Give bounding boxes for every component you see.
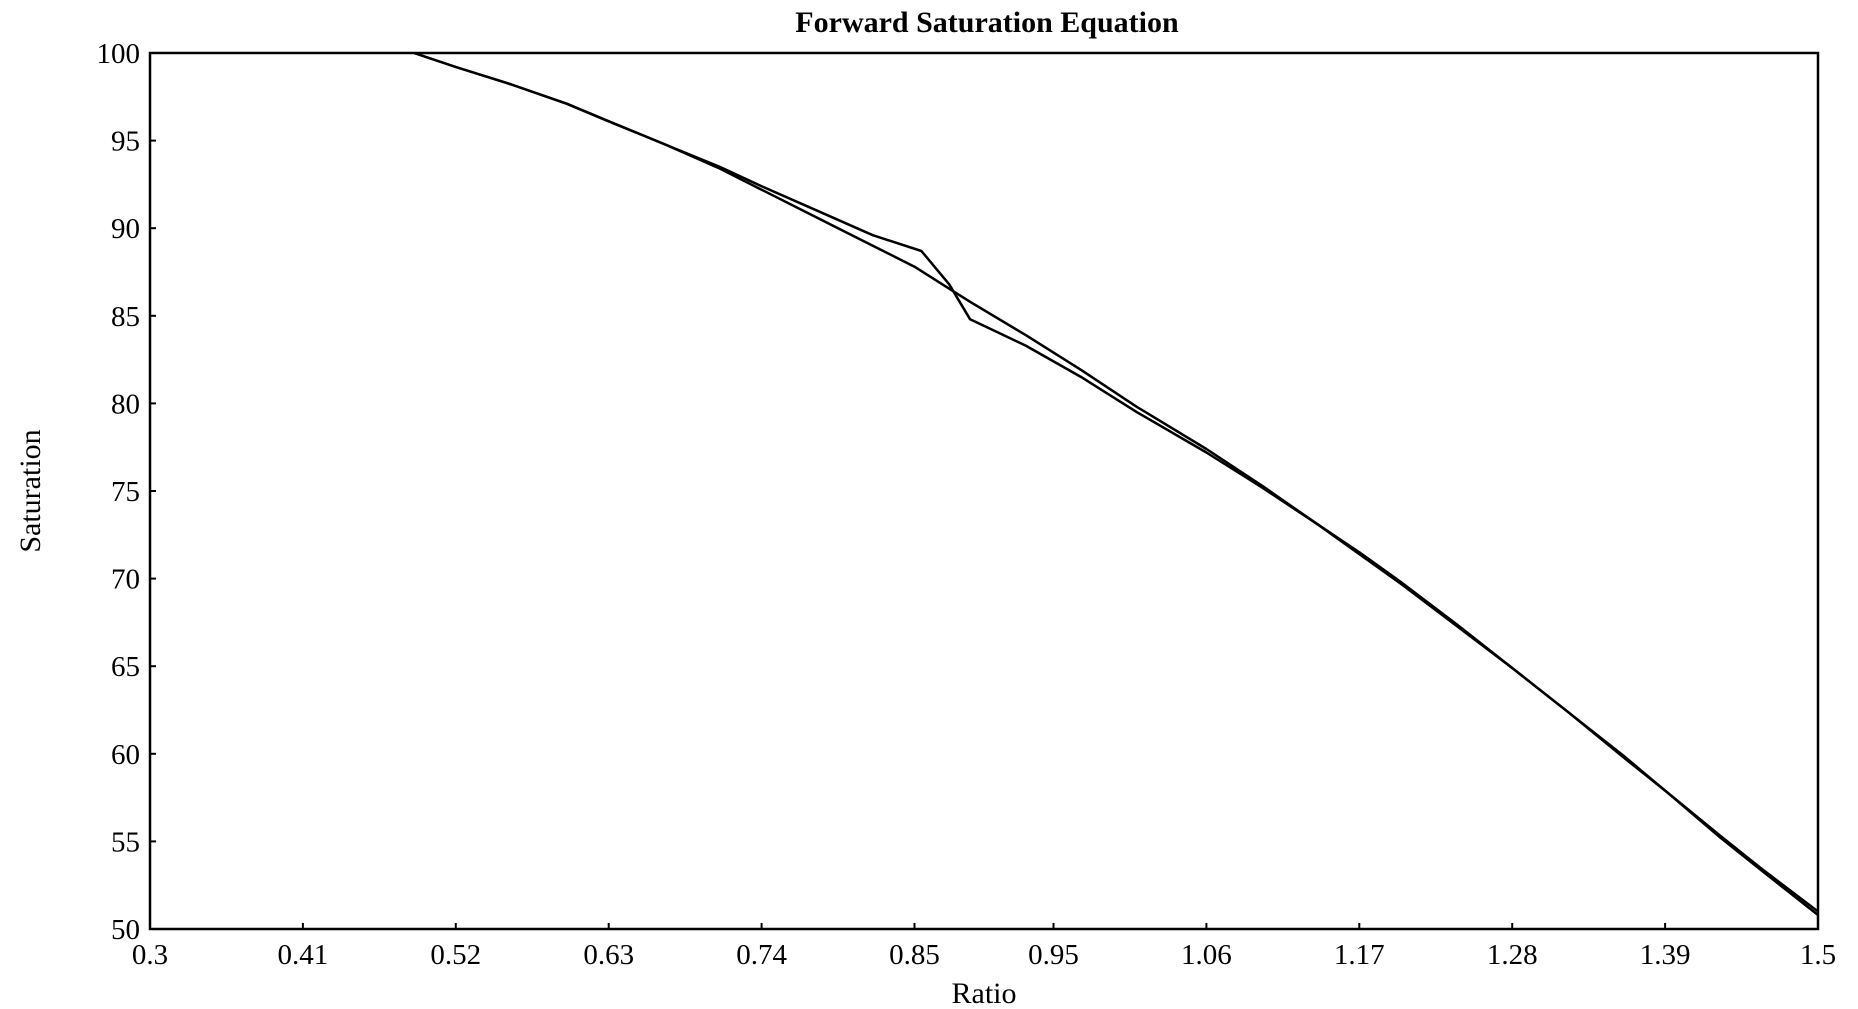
plot-area: [148, 51, 1820, 931]
x-tick-label: 1.17: [1334, 939, 1385, 971]
y-tick-label: 55: [111, 826, 140, 858]
y-tick-label: 65: [111, 651, 140, 683]
x-tick-label: 0.52: [430, 939, 481, 971]
x-tick-label: 0.41: [278, 939, 329, 971]
x-tick-label: 1.39: [1640, 939, 1691, 971]
y-tick-label: 75: [111, 476, 140, 508]
y-axis: 50 55 60 65 70 75 80 85 90 95 100: [97, 38, 156, 946]
series-group: [413, 51, 1819, 916]
x-tick-label: 1.28: [1487, 939, 1538, 971]
x-axis-label: Ratio: [952, 977, 1017, 1009]
x-tick-label: 0.3: [132, 939, 168, 971]
y-tick-label: 50: [111, 914, 140, 946]
x-tick-label: 0.74: [736, 939, 787, 971]
x-tick-label: 1.06: [1181, 939, 1232, 971]
y-tick-label: 70: [111, 564, 140, 596]
x-tick-label: 0.63: [583, 939, 634, 971]
y-axis-label: Saturation: [14, 429, 47, 552]
y-tick-label: 85: [111, 301, 140, 333]
chart-title: Forward Saturation Equation: [795, 6, 1179, 39]
x-tick-label: 1.5: [1800, 939, 1836, 971]
y-tick-label: 100: [97, 38, 141, 70]
y-tick-label: 90: [111, 213, 140, 245]
y-tick-label: 95: [111, 126, 140, 158]
y-tick-label: 80: [111, 388, 140, 420]
x-tick-label: 0.95: [1028, 939, 1079, 971]
x-axis: 0.3 0.41 0.52 0.63 0.74 0.85 0.95 1.06 1.17 1.28 1…: [132, 923, 1836, 971]
series-line-2: [413, 51, 1819, 913]
y-tick-label: 60: [111, 739, 140, 771]
x-tick-label: 0.85: [889, 939, 940, 971]
